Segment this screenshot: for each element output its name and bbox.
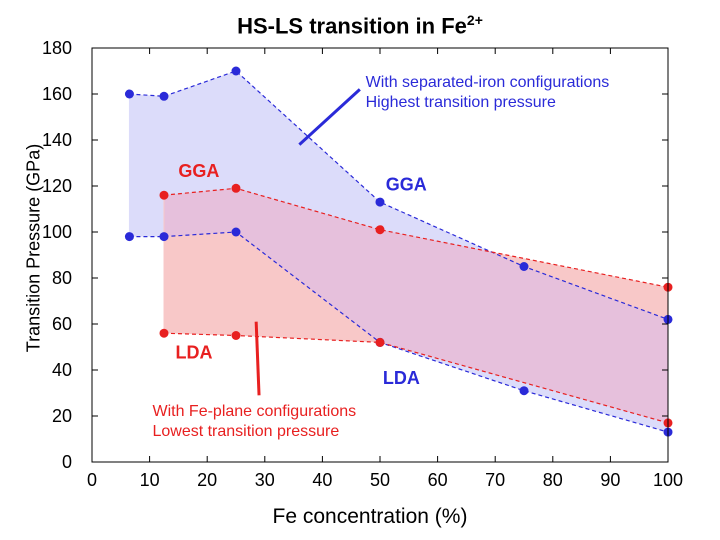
y-tick-label: 20	[52, 406, 72, 426]
y-tick-label: 100	[42, 222, 72, 242]
data-point-red-upper	[231, 183, 241, 193]
series-label-blue: GGA	[386, 175, 427, 195]
chart-title: HS-LS transition in Fe2+	[237, 12, 483, 39]
data-point-red-lower	[231, 331, 241, 340]
data-point-blue-lower	[124, 232, 134, 242]
annotation-text: Highest transition pressure	[366, 94, 556, 111]
x-tick-label: 20	[197, 470, 217, 490]
series-line-red-upper	[163, 187, 669, 288]
data-point-blue-lower	[159, 232, 169, 242]
y-tick-label: 40	[52, 360, 72, 380]
series-label-red: GGA	[178, 161, 219, 181]
data-point-red-upper	[375, 225, 385, 235]
data-point-red-lower	[159, 328, 169, 338]
y-tick-label: 120	[42, 176, 72, 196]
annotation-pointer	[298, 88, 361, 146]
y-tick-label: 180	[42, 38, 72, 58]
y-tick-label: 60	[52, 314, 72, 334]
data-point-blue-upper	[375, 197, 385, 207]
data-point-blue-upper	[124, 89, 134, 99]
x-tick-label: 70	[485, 470, 505, 490]
x-tick-label: 0	[87, 470, 97, 490]
series-label-blue: LDA	[383, 368, 420, 388]
series-line-blue-lower	[129, 231, 669, 433]
data-point-red-lower	[375, 337, 385, 347]
data-point-blue-lower	[231, 227, 241, 237]
y-tick-label: 0	[62, 452, 72, 472]
x-axis-label: Fe concentration (%)	[272, 505, 468, 528]
x-tick-label: 50	[370, 470, 390, 490]
data-point-red-upper	[159, 190, 169, 200]
data-point-blue-upper	[159, 91, 169, 101]
x-tick-label: 80	[543, 470, 563, 490]
x-tick-label: 10	[140, 470, 160, 490]
series-label-red: LDA	[176, 343, 213, 363]
series-line-red-lower	[163, 332, 669, 424]
x-tick-label: 100	[653, 470, 683, 490]
y-tick-label: 160	[42, 84, 72, 104]
annotation-text: Lowest transition pressure	[152, 423, 339, 440]
x-tick-label: 40	[312, 470, 332, 490]
data-point-blue-upper	[519, 262, 529, 271]
x-tick-label: 90	[600, 470, 620, 490]
y-tick-label: 80	[52, 268, 72, 288]
annotation-text: With Fe-plane configurations	[152, 403, 356, 420]
series-line-blue-upper	[129, 70, 669, 320]
overlap-band	[164, 188, 668, 423]
data-point-blue-upper	[231, 66, 241, 76]
annotation-text: With separated-iron configurations	[366, 74, 610, 91]
x-tick-label: 60	[428, 470, 448, 490]
plot-frame	[91, 47, 669, 463]
data-point-blue-lower	[519, 386, 529, 396]
annotation-pointer	[254, 321, 261, 396]
y-tick-label: 140	[42, 130, 72, 150]
x-tick-label: 30	[255, 470, 275, 490]
